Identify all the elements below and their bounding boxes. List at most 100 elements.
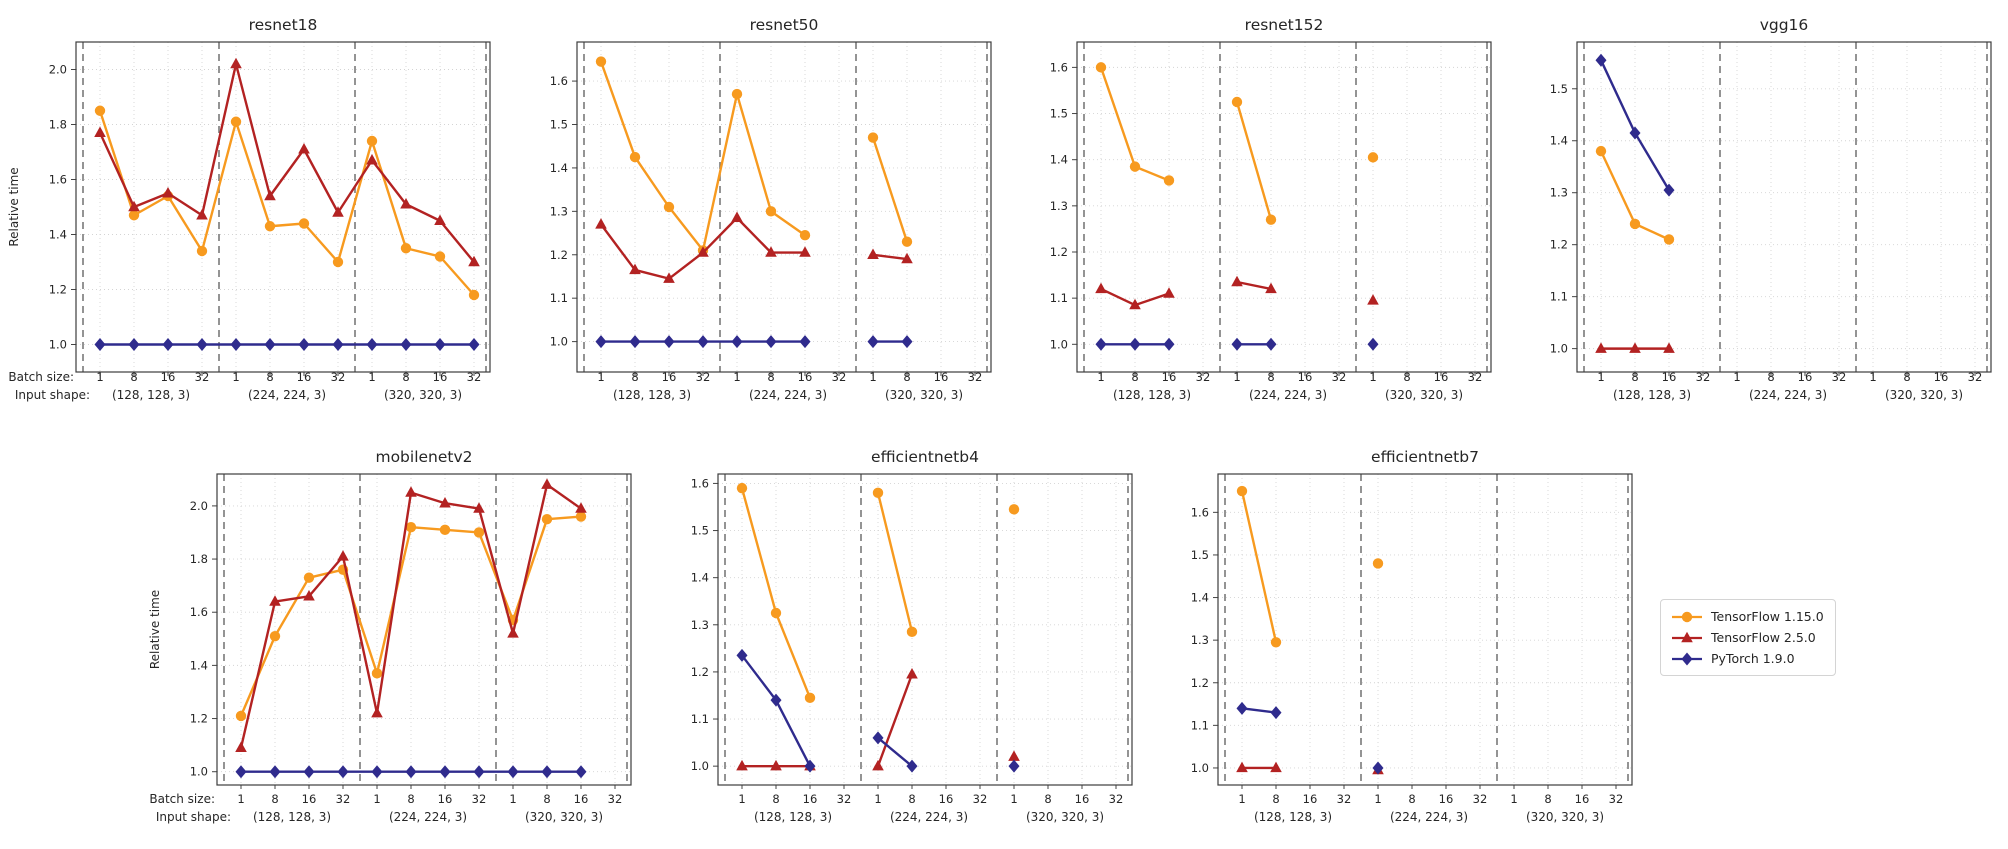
svg-text:1.3: 1.3 <box>1050 199 1068 213</box>
svg-text:1.0: 1.0 <box>49 338 67 352</box>
svg-text:8: 8 <box>1767 370 1774 384</box>
svg-text:8: 8 <box>1903 370 1910 384</box>
svg-text:Batch size:: Batch size: <box>149 792 215 806</box>
svg-text:(320, 320, 3): (320, 320, 3) <box>384 388 462 402</box>
svg-text:32: 32 <box>1468 370 1483 384</box>
svg-text:1.0: 1.0 <box>691 759 709 773</box>
resnet152-chart: 1.0 1.1 1.2 1.3 1.4 1.5 1.6 1 8 16 32 1 8 16 32 1 8 16 32 (… <box>1050 16 1492 402</box>
svg-text:(224, 224, 3): (224, 224, 3) <box>749 388 827 402</box>
svg-text:(128, 128, 3): (128, 128, 3) <box>112 388 190 402</box>
svg-text:1.6: 1.6 <box>550 74 568 88</box>
svg-text:(320, 320, 3): (320, 320, 3) <box>1026 810 1104 824</box>
svg-text:32: 32 <box>832 370 847 384</box>
svg-text:1.0: 1.0 <box>550 335 568 349</box>
svg-text:1.2: 1.2 <box>49 283 67 297</box>
svg-text:(128, 128, 3): (128, 128, 3) <box>1254 810 1332 824</box>
svg-text:(128, 128, 3): (128, 128, 3) <box>1113 388 1191 402</box>
svg-text:32: 32 <box>336 792 351 806</box>
svg-text:16: 16 <box>1662 370 1677 384</box>
svg-text:1.3: 1.3 <box>550 204 568 218</box>
svg-text:1.6: 1.6 <box>190 605 208 619</box>
svg-text:16: 16 <box>574 792 589 806</box>
resnet50-chart: 1.0 1.1 1.2 1.3 1.4 1.5 1.6 1 8 16 32 1 8 16 32 1 8 16 32 (… <box>550 16 992 402</box>
svg-text:1: 1 <box>96 370 103 384</box>
svg-text:16: 16 <box>1439 792 1454 806</box>
svg-text:1.1: 1.1 <box>691 712 709 726</box>
legend-label: PyTorch 1.9.0 <box>1711 651 1795 666</box>
svg-text:resnet50: resnet50 <box>750 16 819 34</box>
svg-text:16: 16 <box>1298 370 1313 384</box>
svg-text:1: 1 <box>1869 370 1876 384</box>
subplot-vgg16: 1.0 1.1 1.2 1.3 1.4 1.5 1 8 16 32 1 8 16 32 1 8 16 32 (128… <box>1501 10 2006 417</box>
svg-text:1.0: 1.0 <box>1050 337 1068 351</box>
svg-text:1.1: 1.1 <box>550 291 568 305</box>
svg-text:8: 8 <box>772 792 779 806</box>
svg-text:1.0: 1.0 <box>1550 342 1568 356</box>
svg-text:16: 16 <box>297 370 312 384</box>
subplot-mobilenetv2: 1.0 1.2 1.4 1.6 1.8 2.0 1 8 16 32 1 8 16 32 1 8 16 32 (128… <box>141 442 646 849</box>
svg-text:8: 8 <box>543 792 550 806</box>
svg-text:Input shape:: Input shape: <box>15 388 90 402</box>
svg-text:16: 16 <box>438 792 453 806</box>
subplot-resnet152: 1.0 1.1 1.2 1.3 1.4 1.5 1.6 1 8 16 32 1 8 16 32 1 8 16 32 (… <box>1001 10 1506 417</box>
svg-text:Input shape:: Input shape: <box>156 810 231 824</box>
svg-text:Relative time: Relative time <box>7 167 21 246</box>
svg-text:32: 32 <box>472 792 487 806</box>
svg-text:1.5: 1.5 <box>691 524 709 538</box>
svg-text:1.5: 1.5 <box>1550 82 1568 96</box>
svg-text:8: 8 <box>903 370 910 384</box>
svg-text:2.0: 2.0 <box>190 499 208 513</box>
svg-text:1.4: 1.4 <box>691 571 709 585</box>
svg-text:16: 16 <box>1575 792 1590 806</box>
svg-text:Batch size:: Batch size: <box>8 370 74 384</box>
svg-text:(128, 128, 3): (128, 128, 3) <box>754 810 832 824</box>
svg-text:8: 8 <box>631 370 638 384</box>
svg-text:(320, 320, 3): (320, 320, 3) <box>1885 388 1963 402</box>
svg-text:resnet152: resnet152 <box>1245 16 1324 34</box>
line-triangle-marker-icon <box>1672 631 1702 642</box>
svg-text:16: 16 <box>161 370 176 384</box>
svg-text:1.4: 1.4 <box>1550 134 1568 148</box>
svg-text:1: 1 <box>1374 792 1381 806</box>
svg-text:1: 1 <box>1510 792 1517 806</box>
svg-text:8: 8 <box>1403 370 1410 384</box>
legend-item-tensorflow-2-5: TensorFlow 2.5.0 <box>1669 627 1824 648</box>
svg-text:32: 32 <box>973 792 988 806</box>
svg-text:32: 32 <box>1832 370 1847 384</box>
svg-text:vgg16: vgg16 <box>1760 16 1809 34</box>
legend-label: TensorFlow 2.5.0 <box>1711 630 1816 645</box>
svg-text:(224, 224, 3): (224, 224, 3) <box>248 388 326 402</box>
svg-text:8: 8 <box>402 370 409 384</box>
vgg16-chart: 1.0 1.1 1.2 1.3 1.4 1.5 1 8 16 32 1 8 16 32 1 8 16 32 (128… <box>1550 16 1992 402</box>
svg-text:8: 8 <box>407 792 414 806</box>
mobilenetv2-chart: 1.0 1.2 1.4 1.6 1.8 2.0 1 8 16 32 1 8 16 32 1 8 16 32 (128… <box>148 448 632 824</box>
svg-text:16: 16 <box>934 370 949 384</box>
svg-text:1: 1 <box>1097 370 1104 384</box>
svg-text:16: 16 <box>1075 792 1090 806</box>
svg-text:1: 1 <box>1369 370 1376 384</box>
svg-text:16: 16 <box>1934 370 1949 384</box>
svg-text:1.4: 1.4 <box>1050 153 1068 167</box>
svg-text:1: 1 <box>733 370 740 384</box>
legend: TensorFlow 1.15.0 TensorFlow 2.5.0 PyTor… <box>1660 599 1836 676</box>
svg-text:1: 1 <box>373 792 380 806</box>
line-circle-marker-icon <box>1672 611 1702 622</box>
svg-text:1.6: 1.6 <box>691 476 709 490</box>
svg-text:8: 8 <box>130 370 137 384</box>
svg-text:1: 1 <box>1233 370 1240 384</box>
svg-text:32: 32 <box>968 370 983 384</box>
svg-text:(224, 224, 3): (224, 224, 3) <box>890 810 968 824</box>
svg-text:32: 32 <box>837 792 852 806</box>
svg-text:1.4: 1.4 <box>190 658 208 672</box>
svg-text:1.8: 1.8 <box>49 118 67 132</box>
legend-item-pytorch-1-9: PyTorch 1.9.0 <box>1669 648 1824 669</box>
svg-text:1.2: 1.2 <box>190 712 208 726</box>
svg-text:8: 8 <box>271 792 278 806</box>
svg-text:1.5: 1.5 <box>550 118 568 132</box>
subplot-resnet50: 1.0 1.1 1.2 1.3 1.4 1.5 1.6 1 8 16 32 1 8 16 32 1 8 16 32 (… <box>501 10 1006 417</box>
svg-text:32: 32 <box>1609 792 1624 806</box>
svg-text:32: 32 <box>608 792 623 806</box>
svg-text:1.0: 1.0 <box>1191 761 1209 775</box>
svg-text:16: 16 <box>302 792 317 806</box>
svg-text:1.2: 1.2 <box>550 248 568 262</box>
